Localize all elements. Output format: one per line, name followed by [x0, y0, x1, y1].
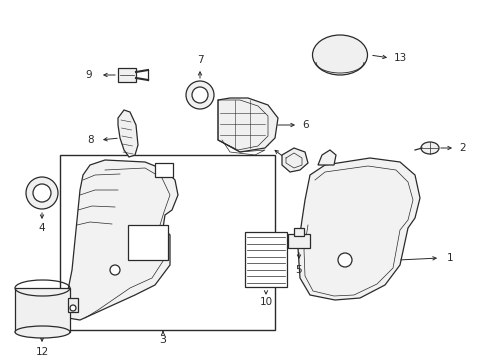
Circle shape	[33, 184, 51, 202]
Circle shape	[110, 265, 120, 275]
Text: 12: 12	[35, 347, 49, 357]
Circle shape	[186, 81, 214, 109]
Text: 6: 6	[303, 120, 309, 130]
Bar	[68, 298, 78, 312]
Bar	[245, 232, 287, 287]
Bar	[15, 288, 70, 332]
Bar	[60, 155, 275, 330]
Bar	[118, 68, 136, 82]
Polygon shape	[218, 98, 278, 152]
Text: 3: 3	[160, 335, 167, 345]
Bar	[294, 228, 304, 236]
Text: 13: 13	[393, 53, 407, 63]
Circle shape	[338, 253, 352, 267]
Text: 11: 11	[256, 138, 270, 148]
Polygon shape	[318, 150, 336, 165]
Circle shape	[70, 305, 76, 311]
Polygon shape	[282, 148, 308, 172]
Text: 2: 2	[460, 143, 466, 153]
Polygon shape	[67, 160, 178, 320]
Text: 7: 7	[196, 55, 203, 65]
Polygon shape	[298, 158, 420, 300]
Circle shape	[192, 87, 208, 103]
Polygon shape	[118, 110, 138, 157]
Text: 1: 1	[447, 253, 453, 263]
Text: 9: 9	[86, 70, 92, 80]
Bar	[288, 234, 310, 248]
Ellipse shape	[15, 326, 70, 338]
Text: 8: 8	[88, 135, 94, 145]
Ellipse shape	[421, 142, 439, 154]
Circle shape	[26, 177, 58, 209]
Text: 4: 4	[39, 223, 45, 233]
Text: 10: 10	[259, 297, 272, 307]
Ellipse shape	[313, 35, 368, 75]
Bar	[155, 163, 173, 177]
Text: 5: 5	[295, 265, 302, 275]
Bar	[128, 225, 168, 260]
